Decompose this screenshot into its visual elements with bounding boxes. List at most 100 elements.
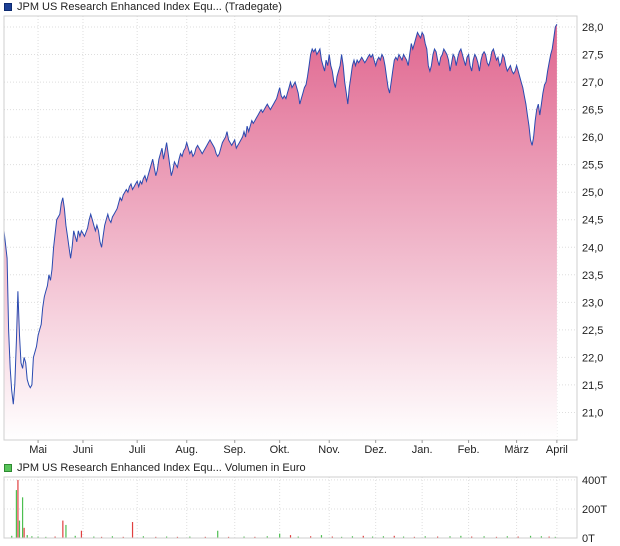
volume-bar xyxy=(62,520,64,538)
x-tick-label: Jan. xyxy=(412,444,433,456)
volume-plot-frame xyxy=(3,476,578,539)
volume-bar xyxy=(495,536,498,538)
volume-bar xyxy=(310,536,312,538)
volume-bar xyxy=(331,536,333,538)
volume-bar xyxy=(460,535,462,538)
volume-bar xyxy=(529,535,532,538)
volume-y-tick-label: 400T xyxy=(582,475,607,487)
volume-legend-label: JPM US Research Enhanced Index Equ... Vo… xyxy=(17,462,306,474)
x-tick-label: Mai xyxy=(29,444,47,456)
price-y-tick-label: 23,0 xyxy=(582,297,603,309)
volume-bar xyxy=(54,536,56,538)
price-y-axis: 28,0 27,5 27,0 26,5 26,0 25,5 25,0 24,5 24,0 23,5… xyxy=(582,22,603,419)
price-y-tick-label: 24,0 xyxy=(582,242,603,254)
volume-bar xyxy=(74,535,76,538)
volume-bar xyxy=(279,533,281,538)
volume-bar xyxy=(371,536,374,538)
volume-bar xyxy=(437,536,439,538)
volume-bar xyxy=(266,536,268,538)
volume-bar xyxy=(65,524,67,538)
volume-bar xyxy=(254,536,256,538)
volume-bar xyxy=(23,527,25,538)
price-y-tick-label: 27,0 xyxy=(582,77,603,89)
volume-bar xyxy=(122,536,124,538)
price-plot-frame xyxy=(3,15,578,441)
volume-bar xyxy=(413,536,415,538)
price-area xyxy=(4,24,557,441)
volume-bar xyxy=(21,497,24,538)
volume-bars xyxy=(11,479,556,538)
volume-bar xyxy=(131,522,134,538)
x-tick-label: Sep. xyxy=(223,444,246,456)
volume-bar xyxy=(189,536,191,538)
price-y-tick-label: 26,0 xyxy=(582,132,603,144)
volume-bar xyxy=(100,536,103,538)
price-y-tick-label: 22,0 xyxy=(582,352,603,364)
price-y-tick-label: 25,5 xyxy=(582,160,603,172)
volume-bar xyxy=(402,536,405,538)
volume-bar xyxy=(471,536,473,538)
price-y-tick-label: 24,5 xyxy=(582,215,603,227)
volume-bar xyxy=(393,535,395,538)
volume-bar xyxy=(142,536,144,538)
price-y-tick-label: 26,5 xyxy=(582,105,603,117)
x-tick-label: Aug. xyxy=(175,444,198,456)
volume-bar xyxy=(449,536,451,538)
volume-bar xyxy=(18,520,21,538)
price-y-tick-label: 21,5 xyxy=(582,380,603,392)
x-tick-label: Okt. xyxy=(270,444,290,456)
volume-grid xyxy=(4,477,577,539)
volume-bar xyxy=(483,536,485,538)
x-tick-label: Juni xyxy=(73,444,93,456)
volume-bar xyxy=(80,530,83,538)
price-line xyxy=(3,24,558,405)
volume-bar xyxy=(289,535,292,538)
volume-bar xyxy=(45,536,47,538)
volume-bar xyxy=(382,536,385,538)
volume-bar xyxy=(17,479,19,538)
x-tick-label: April xyxy=(546,444,568,456)
volume-bar xyxy=(204,536,206,538)
volume-bar xyxy=(227,536,230,538)
volume-bar xyxy=(166,536,168,538)
x-tick-label: Feb. xyxy=(458,444,480,456)
volume-bar xyxy=(31,536,33,538)
volume-bar xyxy=(540,536,542,538)
volume-bar xyxy=(26,535,28,538)
volume-bar xyxy=(15,490,17,538)
volume-bar xyxy=(243,536,245,538)
volume-y-tick-label: 0T xyxy=(582,533,595,545)
x-tick-label: März xyxy=(504,444,528,456)
price-y-tick-label: 22,5 xyxy=(582,325,603,337)
volume-bar xyxy=(341,536,343,538)
volume-bar xyxy=(155,536,157,538)
volume-bar xyxy=(548,536,550,538)
price-y-tick-label: 27,5 xyxy=(582,50,603,62)
volume-y-axis: 400T 200T 0T xyxy=(582,475,607,545)
volume-bar xyxy=(93,536,95,538)
price-y-tick-label: 28,0 xyxy=(582,22,603,34)
volume-bar xyxy=(362,535,364,538)
volume-bar xyxy=(320,535,323,538)
volume-bar xyxy=(506,536,508,538)
volume-bar xyxy=(11,535,13,538)
volume-bar xyxy=(351,536,354,538)
price-y-tick-label: 23,5 xyxy=(582,270,603,282)
volume-legend-swatch xyxy=(4,464,12,472)
volume-bar xyxy=(37,536,39,538)
price-legend-label: JPM US Research Enhanced Index Equ... (T… xyxy=(17,1,282,13)
volume-bar xyxy=(424,536,426,538)
volume-bar xyxy=(176,536,179,538)
price-legend-swatch xyxy=(4,3,12,11)
x-tick-label: Juli xyxy=(129,444,146,456)
volume-y-tick-label: 200T xyxy=(582,504,607,516)
x-axis-months: Mai Juni Juli Aug. Sep. Okt. Nov. Dez. Jan. Feb. M… xyxy=(29,440,568,456)
price-y-tick-label: 21,0 xyxy=(582,407,603,419)
x-tick-label: Dez. xyxy=(364,444,387,456)
volume-bar xyxy=(297,536,299,538)
volume-bar xyxy=(217,530,219,538)
volume-bar xyxy=(517,536,519,538)
volume-bar xyxy=(554,536,556,538)
price-y-tick-label: 25,0 xyxy=(582,187,603,199)
